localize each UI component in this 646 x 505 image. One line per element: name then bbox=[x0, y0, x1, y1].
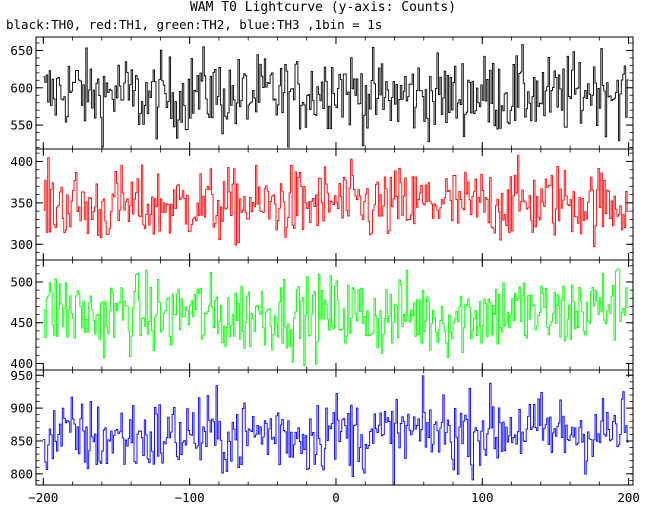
y-tick-label-th3: 900 bbox=[10, 401, 33, 416]
series-line-th1 bbox=[43, 155, 629, 248]
y-tick-label-th3: 800 bbox=[10, 466, 33, 481]
x-tick-label: 200 bbox=[617, 490, 640, 505]
chart-subtitle: black:TH0, red:TH1, green:TH2, blue:TH3 … bbox=[6, 17, 383, 32]
x-tick-label: −100 bbox=[175, 490, 205, 505]
x-tick-label: 100 bbox=[471, 490, 494, 505]
x-tick-label: 0 bbox=[332, 490, 340, 505]
y-tick-label-th3: 950 bbox=[10, 368, 33, 383]
y-tick-label-th1: 350 bbox=[10, 195, 33, 210]
y-tick-label-th0: 600 bbox=[10, 80, 33, 95]
chart-title: WAM T0 Lightcurve (y-axis: Counts) bbox=[189, 0, 457, 15]
series-line-th2 bbox=[43, 268, 629, 367]
y-tick-label-th2: 500 bbox=[10, 275, 33, 290]
x-tick-label: −200 bbox=[28, 490, 58, 505]
y-tick-label-th0: 550 bbox=[10, 118, 33, 133]
y-tick-label-th1: 400 bbox=[10, 154, 33, 169]
y-tick-label-th0: 650 bbox=[10, 43, 33, 58]
y-tick-label-th2: 450 bbox=[10, 315, 33, 330]
y-tick-label-th3: 850 bbox=[10, 433, 33, 448]
series-line-th3 bbox=[43, 375, 629, 485]
y-tick-label-th2: 400 bbox=[10, 356, 33, 371]
y-tick-label-th1: 300 bbox=[10, 237, 33, 252]
series-line-th0 bbox=[43, 44, 629, 148]
